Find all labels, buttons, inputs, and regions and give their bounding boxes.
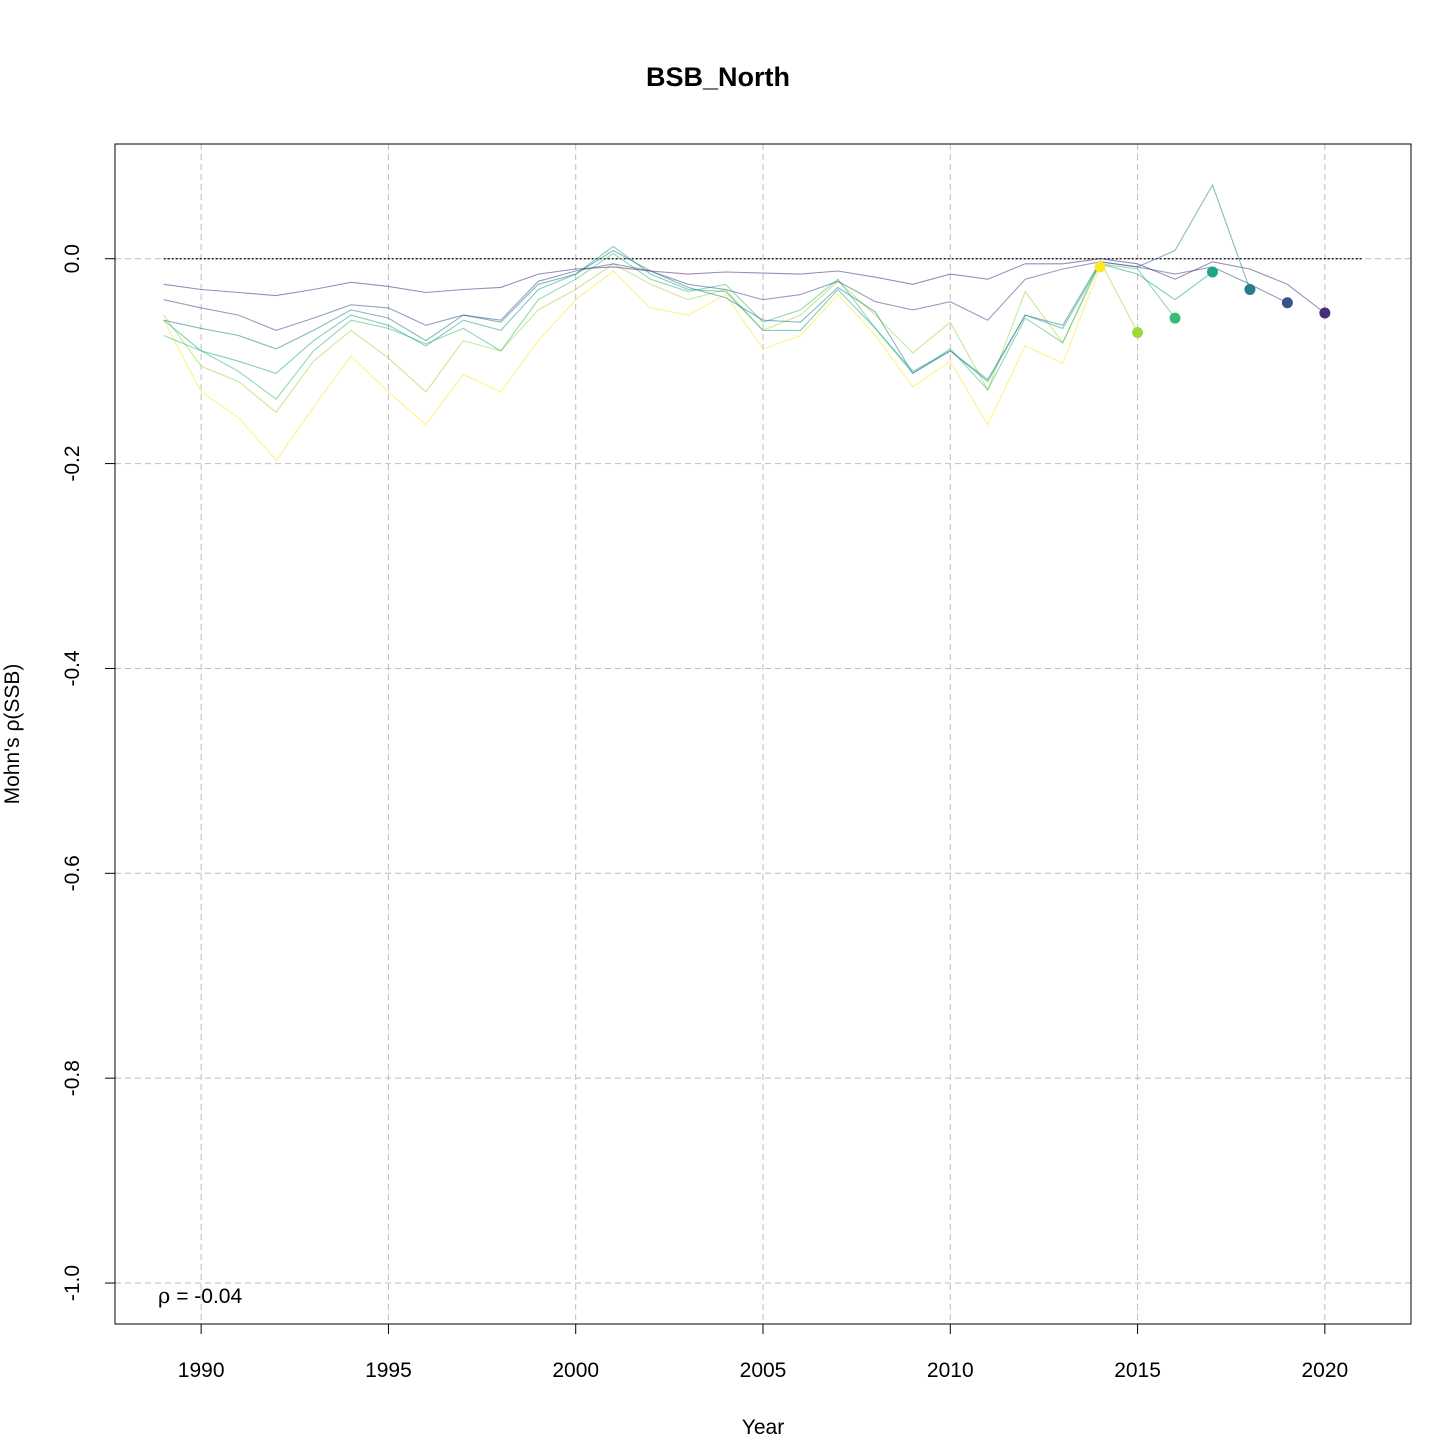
- y-tick-label-0: 0.0: [61, 244, 84, 273]
- grid: [115, 144, 1411, 1324]
- series-lines: [163, 183, 1326, 462]
- y-tick-label-5: -1.0: [61, 1265, 84, 1301]
- x-tick-label-3: 2005: [740, 1359, 787, 1382]
- series-line-2: [163, 252, 1176, 400]
- x-tick-label-0: 1990: [178, 1359, 225, 1382]
- series-end-point-2: [1169, 312, 1181, 324]
- series-line-6: [163, 258, 1326, 314]
- y-axis: 0.0 -0.2 -0.4 -0.6 -0.8 -1.0: [61, 244, 115, 1301]
- y-tick-label-2: -0.4: [61, 650, 84, 687]
- x-tick-label-4: 2010: [927, 1359, 974, 1382]
- x-axis: 1990 1995 2000 2005 2010 2015 2020: [178, 1324, 1348, 1382]
- x-tick-label-2: 2000: [552, 1359, 599, 1382]
- x-axis-label: Year: [742, 1416, 784, 1439]
- series-end-point-1: [1132, 326, 1144, 338]
- end-points: [1094, 261, 1331, 338]
- x-tick-label-1: 1995: [365, 1359, 412, 1382]
- y-axis-label: Mohn's ρ(SSB): [1, 664, 24, 805]
- x-tick-label-6: 2020: [1301, 1359, 1348, 1382]
- series-line-1: [163, 259, 1139, 414]
- series-end-point-0: [1094, 261, 1106, 273]
- series-line-4: [163, 183, 1251, 381]
- y-tick-label-1: -0.2: [61, 445, 84, 481]
- x-tick-label-5: 2015: [1114, 1359, 1161, 1382]
- rho-value: -0.04: [194, 1285, 242, 1308]
- series-end-point-3: [1206, 266, 1218, 278]
- rho-annotation: ρ = -0.04: [158, 1284, 242, 1308]
- y-tick-label-4: -0.8: [61, 1060, 84, 1096]
- series-line-3: [163, 245, 1213, 383]
- series-end-point-5: [1281, 297, 1293, 309]
- y-tick-label-3: -0.6: [61, 855, 84, 891]
- series-end-point-4: [1244, 283, 1256, 295]
- series-end-point-6: [1319, 307, 1331, 319]
- rho-operator: =: [170, 1285, 194, 1308]
- rho-symbol: ρ: [158, 1284, 170, 1308]
- series-line-0: [163, 266, 1101, 462]
- chart-title: BSB_North: [646, 62, 790, 92]
